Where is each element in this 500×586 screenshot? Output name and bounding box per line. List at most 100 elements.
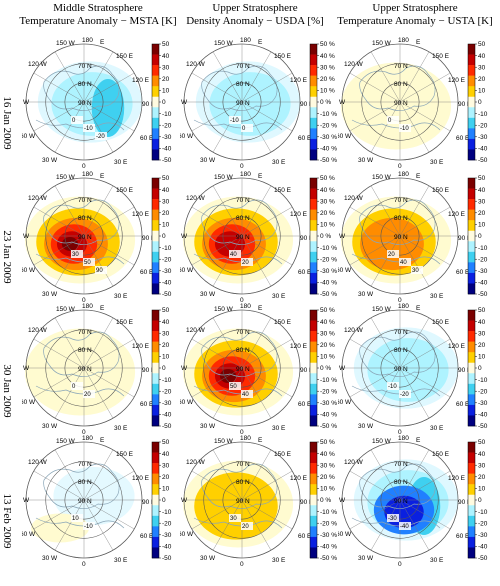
contour-value-label: 0 — [242, 126, 246, 132]
colorbar-segment — [468, 515, 475, 527]
contour-value-label: -20 — [96, 134, 105, 140]
latitude-label: 80 N — [394, 81, 408, 88]
colorbar-tick-label: -40 — [478, 280, 488, 287]
longitude-label: 120 E — [448, 475, 466, 482]
longitude-label: 150 W — [214, 438, 234, 445]
colorbar-tick-label: -10 % — [320, 377, 337, 384]
meridian-line — [399, 499, 430, 551]
meridian-line — [241, 206, 293, 237]
colorbar-segment — [468, 494, 475, 506]
colorbar-segment — [468, 404, 475, 416]
colorbar-segment — [468, 452, 475, 464]
meridian-line — [83, 499, 135, 530]
meridian-line — [83, 101, 135, 132]
meridian-line — [241, 470, 293, 501]
longitude-label: 120 E — [290, 475, 308, 482]
longitude-label: 60 W — [180, 399, 194, 406]
longitude-label: 60 E — [456, 533, 470, 540]
colorbar-segment — [468, 220, 475, 232]
colorbar-segment — [468, 415, 475, 427]
longitude-label: 60 E — [140, 269, 154, 276]
coastline — [43, 463, 120, 509]
meridian-line — [33, 235, 85, 266]
longitude-label: 90 E — [300, 367, 314, 374]
colorbar-tick-label: -40 — [478, 544, 488, 551]
colorbar-tick-label: -40 — [478, 412, 488, 419]
longitude-label: 30 E — [430, 293, 444, 300]
longitude-label: 180 — [398, 171, 409, 178]
meridian-line — [241, 499, 272, 551]
colorbar-segment — [310, 96, 317, 108]
longitude-label: 150 W — [372, 438, 392, 445]
colorbar-segment — [468, 352, 475, 364]
colorbar-segment — [152, 515, 159, 527]
contour-value-label: -10 — [400, 126, 409, 132]
meridian-line — [370, 101, 401, 153]
longitude-label: 120 E — [132, 475, 150, 482]
colorbar-segment — [152, 149, 159, 161]
colorbar-tick-label: 50 % — [320, 439, 335, 446]
colorbar-segment — [468, 209, 475, 221]
longitude-label: 120 W — [344, 459, 364, 466]
longitude-label: 180 — [240, 303, 251, 310]
meridian-line — [191, 367, 243, 398]
colorbar-tick-label: 40 — [162, 187, 170, 194]
meridian-line — [54, 185, 85, 237]
colorbar-segment — [310, 352, 317, 364]
colorbar-segment — [310, 75, 317, 87]
latitude-label: 70 N — [78, 63, 92, 70]
longitude-label: 120 W — [344, 195, 364, 202]
colorbar-tick-label: 20 — [478, 342, 486, 349]
longitude-label: 150 W — [56, 438, 76, 445]
colorbar-tick-label: -30 % — [320, 134, 337, 141]
colorbar-tick-label: -20 % — [320, 122, 337, 129]
colorbar-tick-label: -40 — [162, 412, 172, 419]
longitude-label: 60 W — [22, 267, 36, 274]
contour-label-bg — [387, 250, 399, 258]
meridian-line — [191, 101, 243, 132]
meridian-line — [241, 317, 272, 369]
colorbar-tick-label: -20 % — [320, 388, 337, 395]
longitude-label: 90 E — [300, 235, 314, 242]
contour-label-bg — [399, 258, 411, 266]
meridian-line — [54, 101, 85, 153]
longitude-label: 0 — [240, 429, 244, 436]
contour-value-label: -10 — [84, 524, 93, 530]
colorbar-segment — [152, 107, 159, 119]
colorbar-tick-label: 30 — [478, 64, 486, 71]
colorbar-segment — [310, 547, 317, 559]
colorbar-tick-label: 50 — [478, 307, 486, 314]
colorbar-tick-label: 40 — [162, 451, 170, 458]
longitude-label: 30 E — [272, 557, 286, 564]
longitude-label: 150 W — [214, 174, 234, 181]
latitude-label: 80 N — [78, 479, 92, 486]
colorbar-segment — [310, 373, 317, 385]
colorbar-segment — [152, 352, 159, 364]
colorbar-tick-label: 50 % — [320, 307, 335, 314]
colorbar-segment — [152, 230, 159, 242]
latitude-label: 70 N — [394, 461, 408, 468]
longitude-label: 30 W — [42, 291, 58, 298]
colorbar-segment — [468, 230, 475, 242]
longitude-label: 30 W — [42, 423, 58, 430]
longitude-label: 60 W — [180, 531, 194, 538]
contour-value-label: 20 — [242, 524, 249, 530]
contour-label-bg — [83, 522, 95, 530]
colorbar-segment — [310, 86, 317, 98]
longitude-label: 60 E — [456, 401, 470, 408]
colorbar-segment — [310, 107, 317, 119]
coastline — [201, 65, 278, 111]
longitude-label: 180 — [240, 37, 251, 44]
colorbar-segment — [152, 138, 159, 150]
colorbar-tick-label: 20 % — [320, 342, 335, 349]
longitude-label: 60 E — [140, 135, 154, 142]
longitude-label: 150 E — [274, 319, 292, 326]
meridian-line — [191, 470, 243, 501]
meridian-line — [83, 449, 114, 501]
latitude-label: 90 N — [236, 366, 250, 373]
colorbar-tick-label: 0 — [162, 99, 166, 106]
longitude-label: 60 W — [338, 399, 352, 406]
polar-map-panel: 70 N 80 N 90 N 150 W 180 E 120 W 150 E 90 W 120 E… — [180, 303, 337, 436]
meridian-line — [241, 72, 293, 103]
colorbar-segment — [310, 230, 317, 242]
